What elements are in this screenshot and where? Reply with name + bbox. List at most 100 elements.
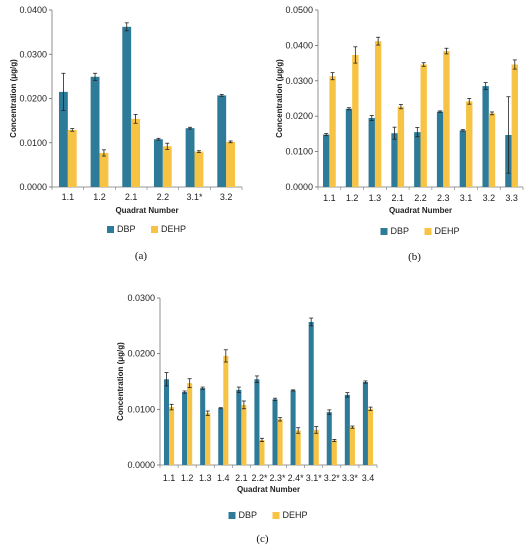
y-tick-label: 0.0200 [127, 349, 155, 359]
legend-label-dbp: DBP [391, 226, 410, 236]
bar-dbp [217, 95, 227, 187]
x-tick-label: 2.1 [391, 193, 404, 203]
legend-swatch-dehp [424, 228, 432, 235]
x-axis-title: Quadrat Number [237, 485, 300, 494]
bar-dbp [326, 412, 332, 465]
y-tick-label: 0.0200 [19, 94, 47, 104]
bar-dehp [397, 106, 405, 187]
bar-dbp [272, 399, 278, 465]
bar-dehp [488, 113, 496, 187]
y-tick-label: 0.0300 [19, 49, 47, 59]
bar-dehp [187, 383, 193, 465]
legend-label-dbp: DBP [239, 510, 258, 520]
bar-dehp [329, 76, 336, 187]
x-tick-label: 3.2 [220, 192, 233, 202]
bar-dehp [466, 101, 473, 187]
bar-dbp [436, 111, 444, 187]
bar-dbp [459, 130, 467, 187]
bar-dbp [414, 132, 421, 187]
bar-dehp [443, 51, 450, 188]
bar-dbp [391, 133, 398, 187]
bar-dehp [352, 54, 359, 187]
bar-dbp [58, 91, 68, 187]
bar-dehp [205, 413, 211, 465]
bar-dehp [226, 141, 236, 187]
bar-dbp [362, 382, 368, 465]
x-tick-label: 3.1* [186, 192, 203, 202]
x-tick-label: 3.4 [362, 473, 375, 483]
chart-panel-1: 0.0000 0.0100 0.0200 0.0300 0.0400 0.0500 Conc… [275, 5, 524, 263]
bar-dbp [163, 379, 170, 465]
bar-dbp [236, 389, 242, 465]
bar-dehp [241, 404, 247, 465]
panel-label: (c) [256, 533, 269, 545]
x-tick-label: 3.1* [306, 473, 323, 483]
bar-dehp [67, 129, 77, 187]
legend-label-dehp: DEHP [435, 226, 460, 236]
y-tick-label: 0.0400 [19, 5, 47, 15]
x-tick-label: 1.1 [62, 192, 75, 202]
y-axis-title: Concentration (μg/g) [9, 59, 18, 138]
bar-dehp [277, 419, 283, 465]
bar-dehp [511, 64, 518, 187]
x-tick-label: 3.3* [342, 473, 359, 483]
bar-dehp [259, 439, 265, 465]
y-tick-label: 0.0500 [285, 5, 313, 15]
bar-dehp [420, 64, 427, 187]
x-tick-label: 2.1 [125, 192, 138, 202]
bar-dbp [482, 86, 489, 187]
bar-dbp [344, 394, 350, 465]
x-tick-label: 2.1 [235, 473, 248, 483]
bar-dehp [295, 430, 301, 465]
y-tick-label: 0.0400 [285, 40, 313, 50]
bar-dehp [313, 429, 319, 465]
x-tick-label: 2.2 [157, 192, 170, 202]
x-tick-label: 2.3* [270, 473, 287, 483]
x-tick-label: 2.3 [437, 193, 450, 203]
y-tick-label: 0.0100 [285, 147, 313, 157]
legend-label-dbp: DBP [117, 224, 136, 234]
y-axis-title: Concentration (μg/g) [116, 342, 125, 421]
legend-swatch-dehp [151, 226, 158, 233]
legend-swatch-dbp [380, 228, 388, 235]
legend-swatch-dbp [107, 226, 114, 233]
x-tick-label: 1.2 [181, 473, 194, 483]
bar-dbp [368, 117, 375, 187]
y-axis-title: Concentration (μg/g) [275, 59, 284, 138]
x-tick-label: 1.1 [323, 193, 336, 203]
bar-dbp [185, 128, 195, 187]
panel-label: (b) [408, 251, 421, 263]
y-tick-label: 0.0000 [19, 182, 47, 192]
x-tick-label: 1.3 [199, 473, 212, 483]
bar-dehp [367, 408, 374, 465]
y-tick-label: 0.0000 [285, 182, 313, 192]
bar-dbp [200, 388, 206, 465]
bar-dehp [131, 118, 141, 187]
y-tick-label: 0.0100 [19, 138, 47, 148]
x-tick-label: 2.2 [414, 193, 427, 203]
x-tick-label: 3.1 [460, 193, 473, 203]
legend-swatch-dbp [228, 512, 236, 519]
bar-dbp [323, 134, 330, 187]
legend-swatch-dehp [272, 512, 280, 519]
chart-panel-0: 0.0000 0.0100 0.0200 0.0300 0.0400 Concentrat… [9, 5, 243, 262]
y-tick-label: 0.0100 [127, 404, 155, 414]
bar-dbp [308, 321, 314, 465]
x-tick-label: 1.1 [163, 473, 176, 483]
x-tick-label: 3.3 [505, 193, 518, 203]
x-axis-title: Quadrat Number [389, 206, 452, 215]
x-tick-label: 1.3 [369, 193, 382, 203]
x-tick-label: 1.4 [217, 473, 230, 483]
x-tick-label: 1.2 [93, 192, 106, 202]
x-tick-label: 2.4* [288, 473, 305, 483]
y-tick-label: 0.0200 [285, 111, 313, 121]
bar-dehp [331, 440, 337, 465]
bar-dbp [218, 408, 224, 465]
bar-dbp [254, 379, 260, 465]
bar-dehp [349, 427, 355, 465]
x-axis-title: Quadrat Number [115, 206, 178, 215]
y-tick-label: 0.0300 [285, 76, 313, 86]
bar-dbp [153, 139, 163, 187]
bar-dbp [90, 76, 100, 187]
